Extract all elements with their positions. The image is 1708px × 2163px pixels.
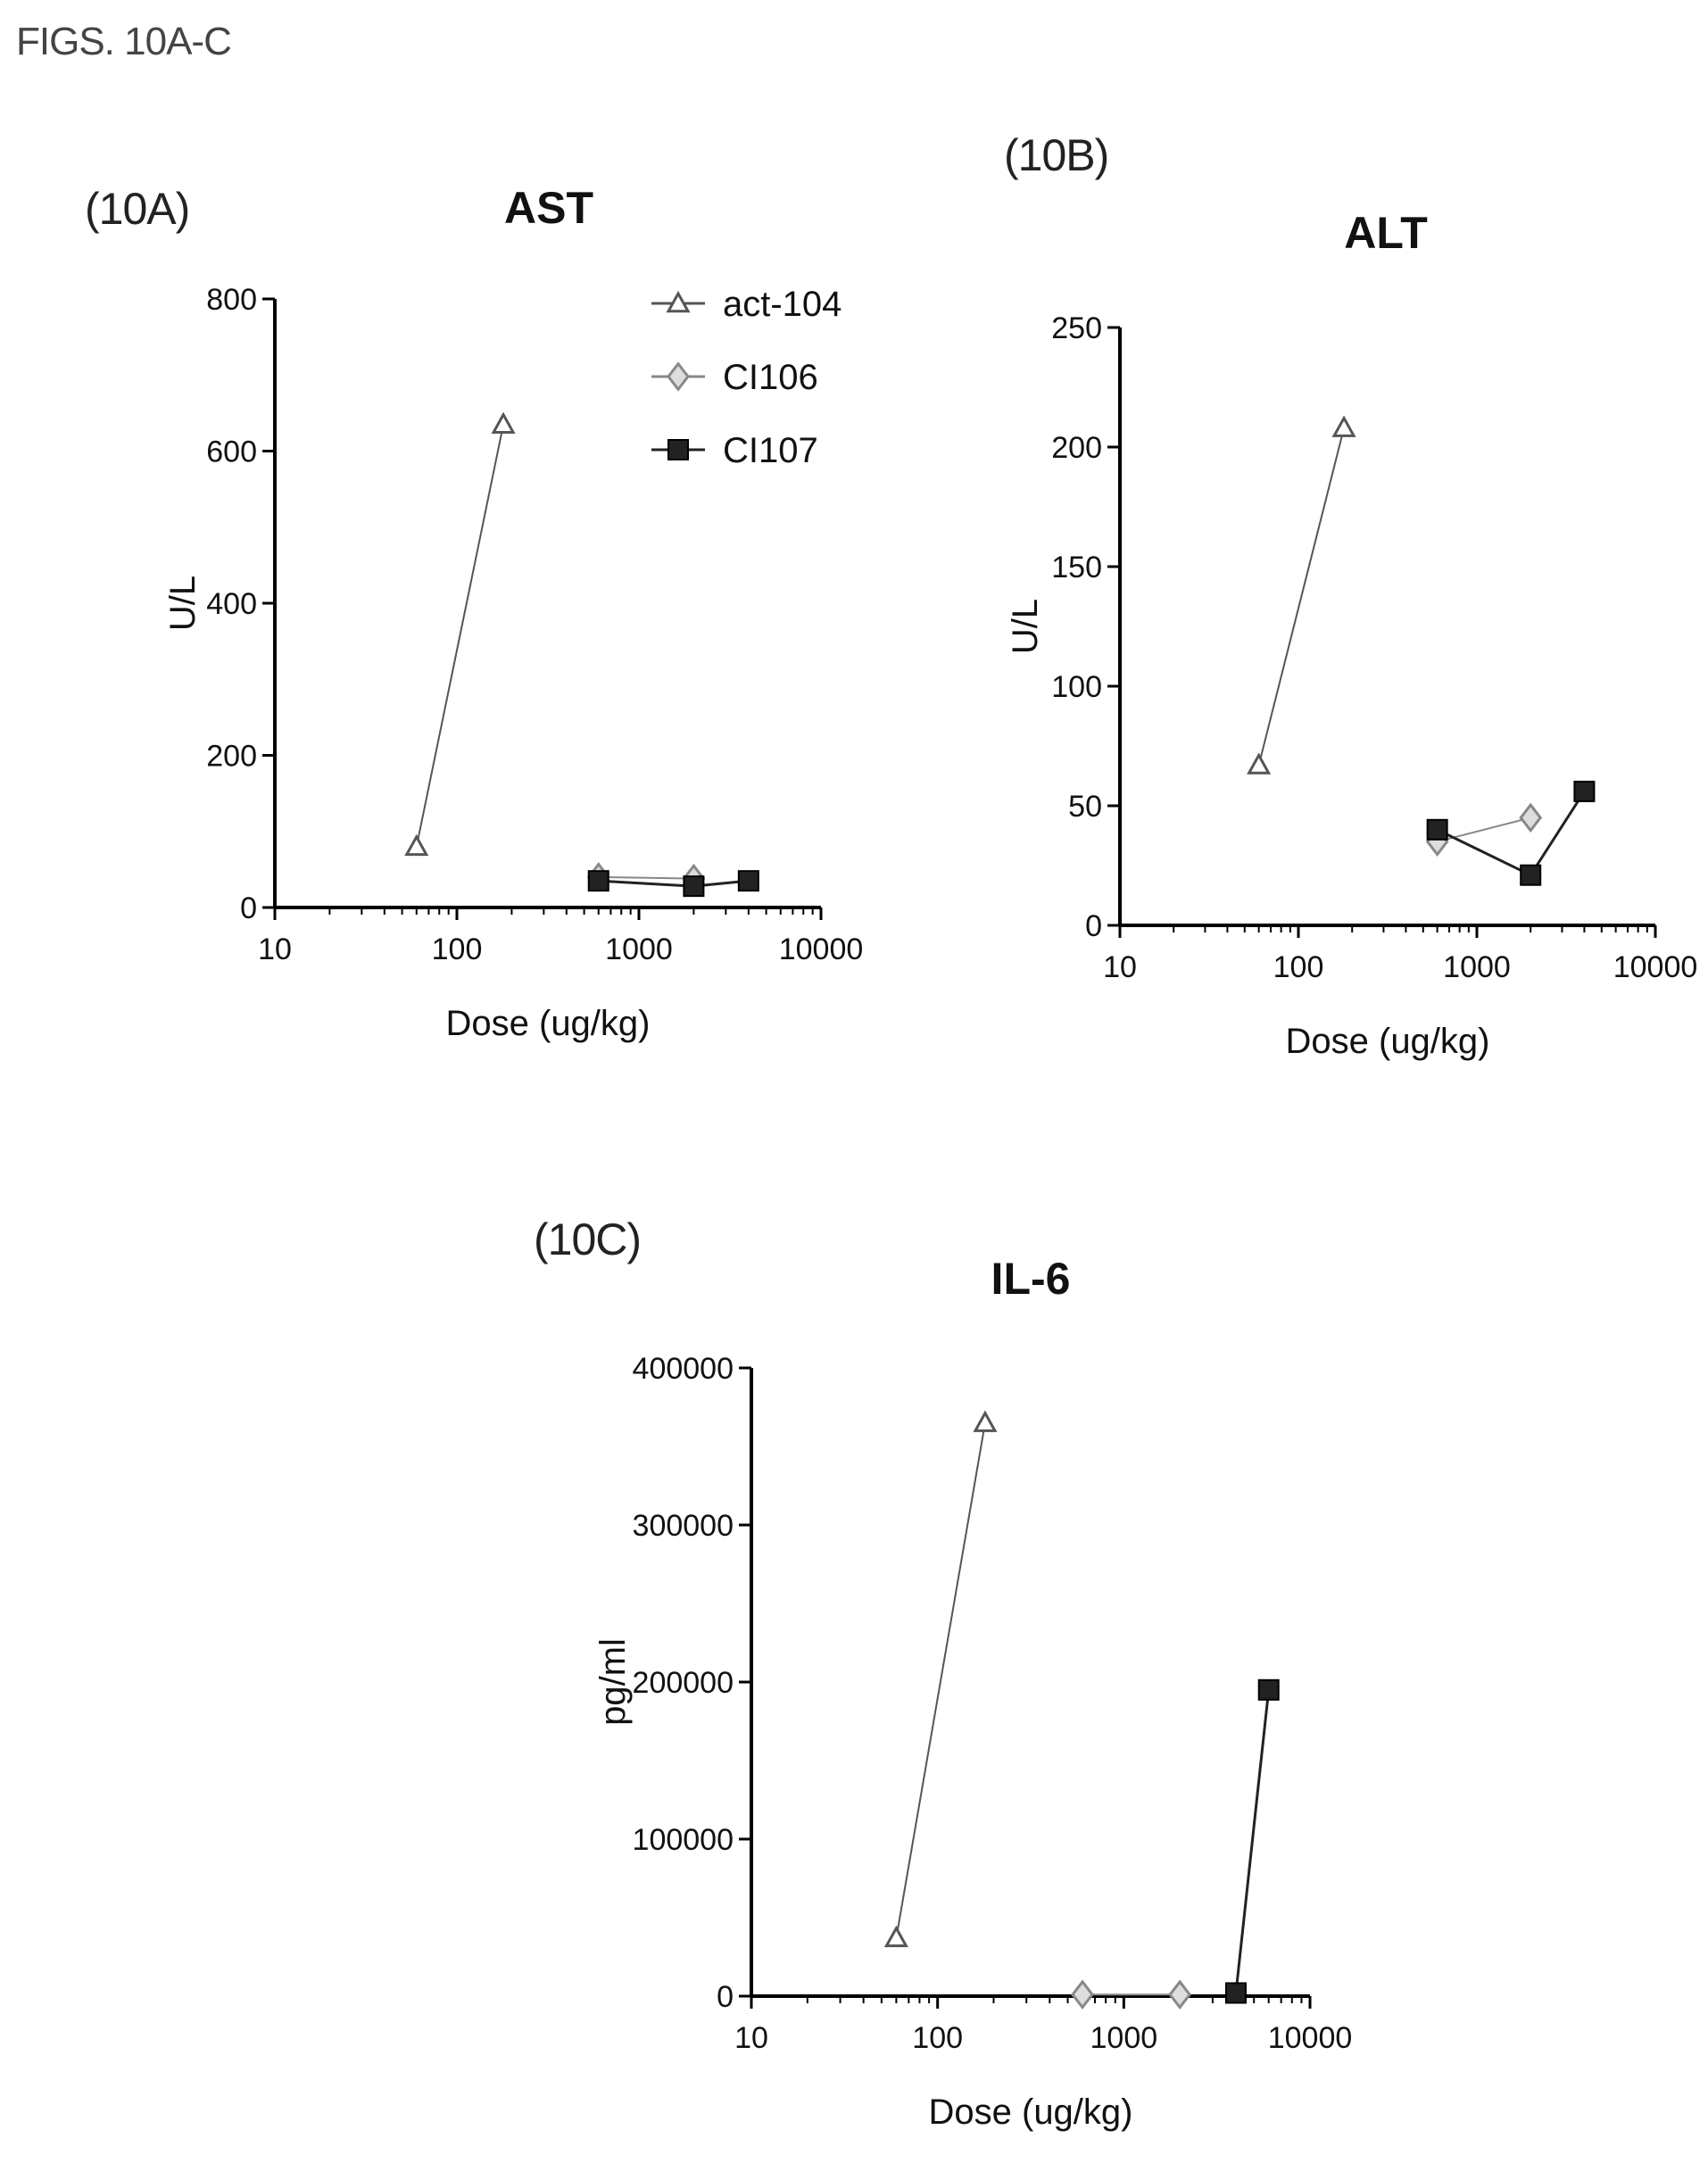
data-point-act-104 xyxy=(666,290,691,313)
y-tick-label: 50 xyxy=(1068,790,1102,824)
y-tick-label: 400000 xyxy=(633,1352,734,1386)
series-CI107 xyxy=(1426,780,1596,886)
x-tick-label: 1000 xyxy=(605,932,673,966)
y-tick-label: 300000 xyxy=(633,1509,734,1543)
chart-title: AST xyxy=(504,183,593,233)
legend-label: act-104 xyxy=(723,285,842,324)
y-tick-label: 0 xyxy=(1085,909,1102,943)
data-point-act-104 xyxy=(1331,415,1356,437)
data-point-CI107 xyxy=(1520,864,1542,886)
data-point-CI107 xyxy=(1573,780,1596,802)
y-tick-label: 200 xyxy=(1051,431,1102,465)
series-line xyxy=(598,875,694,880)
series-act-104 xyxy=(1247,415,1356,775)
x-tick-label: 10 xyxy=(734,2021,768,2055)
legend-item-act-104: act-104 xyxy=(651,285,842,324)
y-tick-label: 200000 xyxy=(633,1666,734,1700)
series-line xyxy=(1234,1689,1271,1993)
chart-title: ALT xyxy=(1344,208,1427,258)
y-axis-label: U/L xyxy=(1006,599,1045,654)
data-point-CI107 xyxy=(737,870,759,892)
y-axis-label: pg/ml xyxy=(593,1638,633,1726)
y-tick-label: 800 xyxy=(206,283,257,317)
x-tick-label: 10000 xyxy=(1268,2021,1353,2055)
x-tick-label: 10000 xyxy=(779,932,864,966)
data-point-act-104 xyxy=(1247,752,1272,775)
series-line xyxy=(895,1422,986,1939)
legend-label: CI107 xyxy=(723,431,818,470)
panel-label-10b: (10B) xyxy=(1004,130,1109,180)
x-tick-label: 10000 xyxy=(1613,950,1698,984)
x-tick-label: 100 xyxy=(1273,950,1324,984)
data-point-CI107 xyxy=(1224,1982,1247,2004)
series-CI107 xyxy=(1224,1678,1280,2004)
legend-item-CI106: CI106 xyxy=(651,358,818,397)
data-point-CI107 xyxy=(683,875,705,898)
y-axis-label: U/L xyxy=(163,576,203,631)
y-tick-label: 600 xyxy=(206,435,257,469)
y-tick-label: 100000 xyxy=(633,1823,734,1857)
data-point-CI106 xyxy=(667,361,690,392)
data-point-CI107 xyxy=(667,439,689,460)
y-tick-label: 200 xyxy=(206,740,257,774)
data-point-CI107 xyxy=(1426,818,1448,841)
y-tick-label: 100 xyxy=(1051,670,1102,704)
y-tick-label: 150 xyxy=(1051,551,1102,584)
y-tick-label: 0 xyxy=(240,891,257,925)
data-point-act-104 xyxy=(404,833,429,857)
x-axis-label: Dose (ug/kg) xyxy=(1286,1022,1490,1061)
chart-title: IL-6 xyxy=(991,1254,1071,1304)
series-act-104 xyxy=(883,1410,998,1948)
data-point-CI106 xyxy=(1519,802,1543,833)
y-tick-label: 400 xyxy=(206,587,257,621)
x-tick-label: 10 xyxy=(258,932,292,966)
data-point-CI106 xyxy=(1168,1979,1192,2010)
figure-title: FIGS. 10A-C xyxy=(16,20,232,63)
data-point-act-104 xyxy=(973,1410,998,1432)
x-tick-label: 100 xyxy=(912,2021,963,2055)
x-tick-label: 10 xyxy=(1103,950,1137,984)
y-tick-label: 0 xyxy=(717,1980,734,2014)
data-point-act-104 xyxy=(491,411,516,434)
x-tick-label: 100 xyxy=(432,932,483,966)
series-CI106 xyxy=(1071,1979,1192,2010)
series-line xyxy=(1257,427,1346,766)
x-axis-label: Dose (ug/kg) xyxy=(929,2093,1133,2132)
series-line xyxy=(415,424,505,848)
x-tick-label: 1000 xyxy=(1090,2021,1158,2055)
data-point-CI106 xyxy=(1071,1979,1094,2010)
data-point-CI107 xyxy=(587,870,609,892)
data-point-CI107 xyxy=(1257,1678,1280,1701)
panel-label-10a: (10A) xyxy=(85,184,190,234)
x-axis-label: Dose (ug/kg) xyxy=(446,1004,651,1043)
series-act-104 xyxy=(404,411,516,857)
y-tick-label: 250 xyxy=(1051,311,1102,345)
x-tick-label: 1000 xyxy=(1443,950,1511,984)
legend-label: CI106 xyxy=(723,358,818,397)
legend-item-CI107: CI107 xyxy=(651,431,818,470)
series-CI107 xyxy=(587,870,759,898)
panel-label-10c: (10C) xyxy=(534,1214,642,1264)
data-point-act-104 xyxy=(883,1925,908,1948)
